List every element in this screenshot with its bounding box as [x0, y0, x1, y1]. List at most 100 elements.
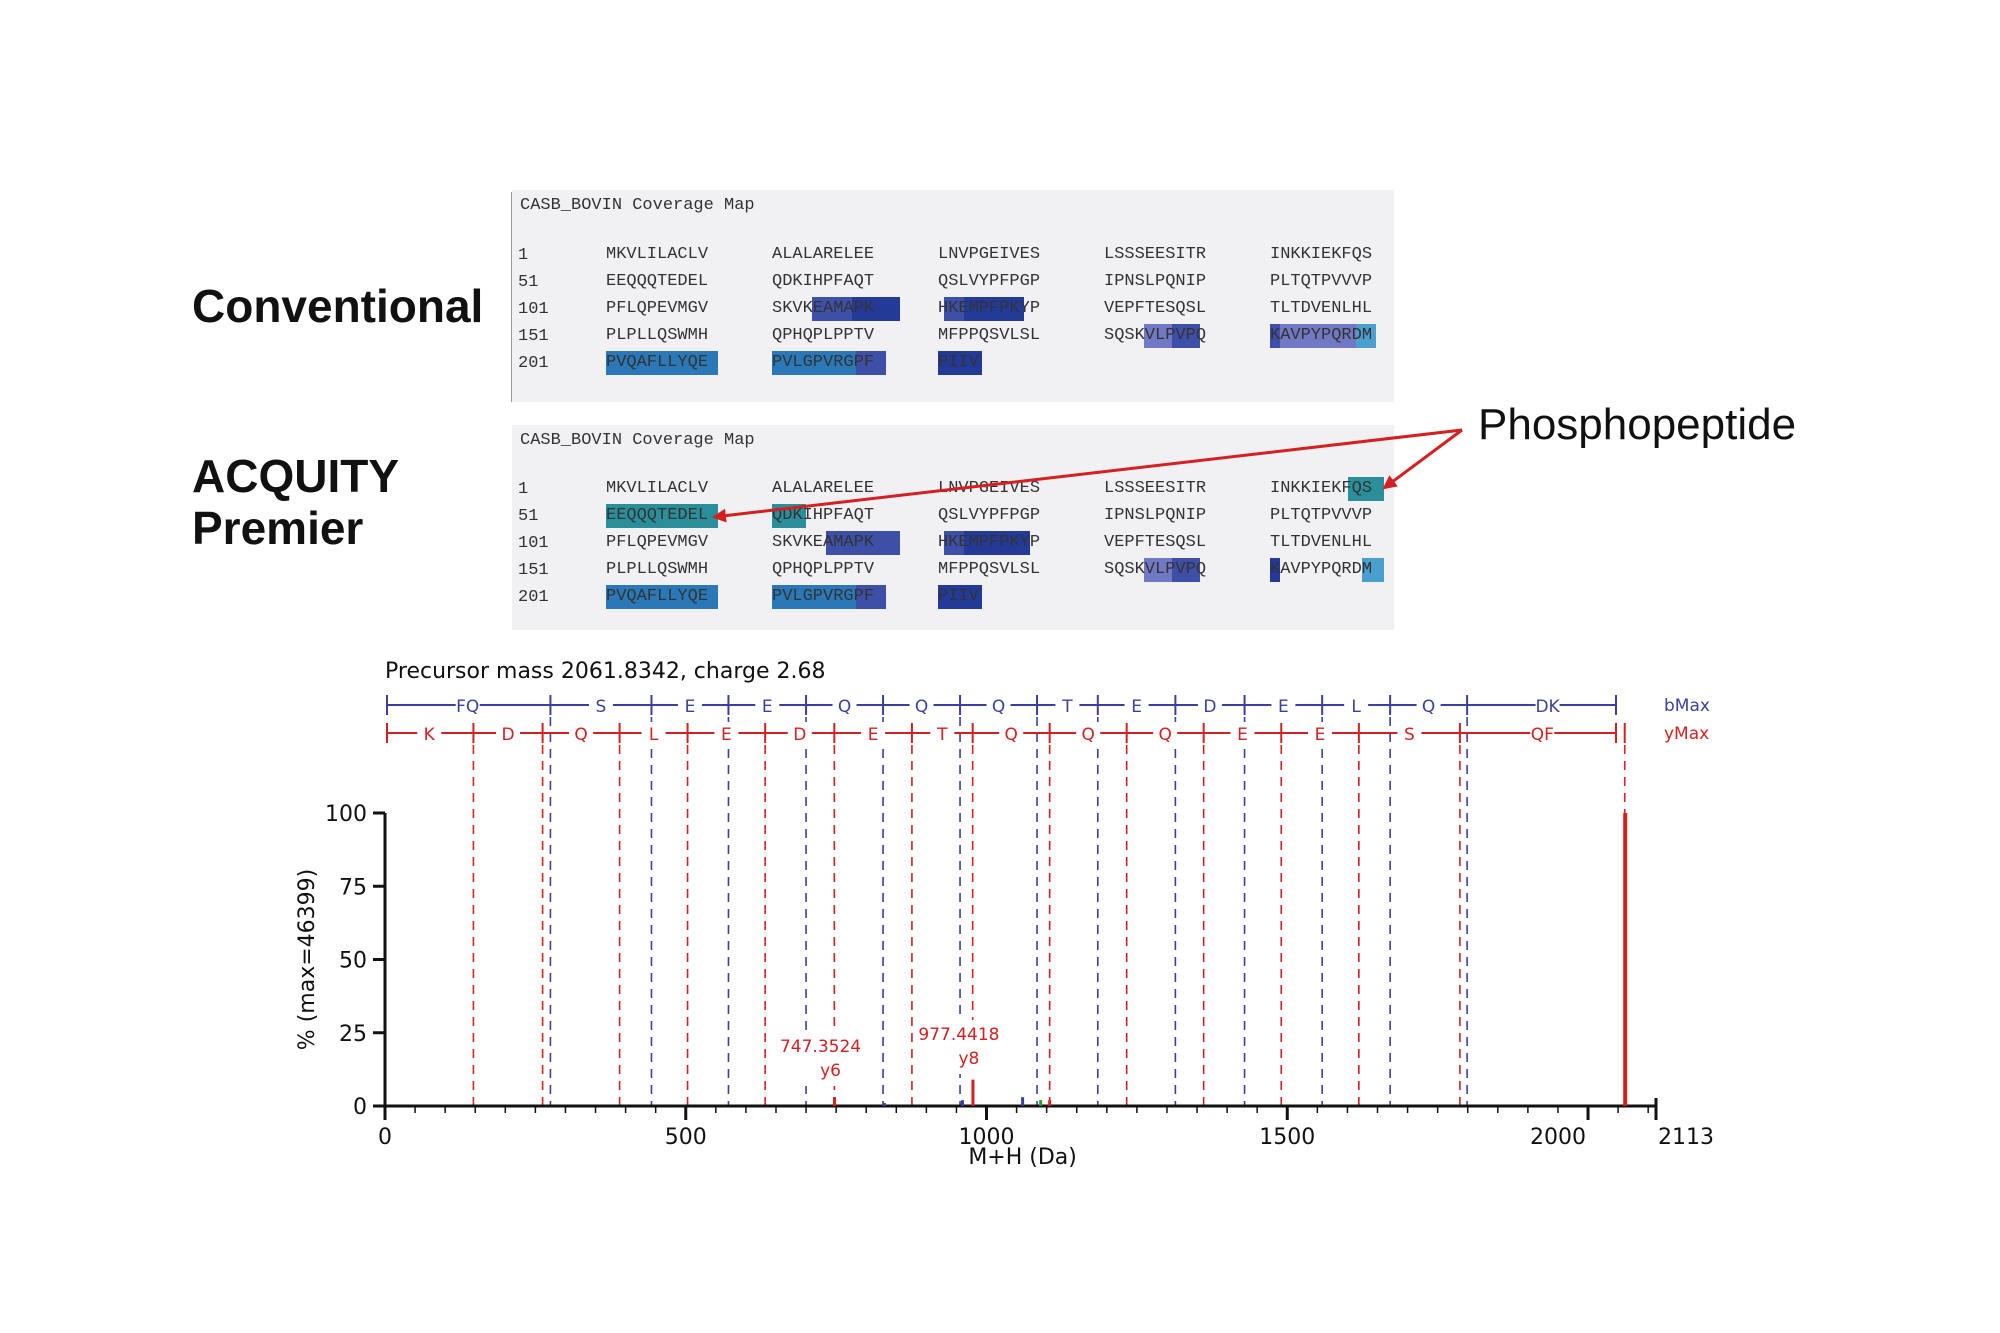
row-number: 51 — [518, 507, 539, 526]
b-ion-residue-bg — [1416, 694, 1441, 716]
b-ion-residue: E — [685, 697, 696, 717]
b-ion-residue-bg — [1124, 694, 1149, 716]
sequence-segment: VEPFTESQSL — [1104, 299, 1207, 318]
b-ion-residue: E — [762, 697, 773, 717]
chart-title: Precursor mass 2061.8342, charge 2.68 — [385, 659, 825, 684]
y-tick-label: 0 — [353, 1095, 367, 1120]
row-number: 151 — [518, 327, 549, 346]
y-tick-label: 50 — [339, 949, 367, 974]
sequence-segment: PLTQTPVVVP — [1270, 272, 1373, 291]
sequence-segment: HKEMPFPKYP — [938, 299, 1041, 318]
b-ion-residue-bg — [755, 694, 780, 716]
x-tick-label: 1000 — [959, 1125, 1015, 1150]
b-ion-residue-bg — [1535, 694, 1560, 716]
row-number: 51 — [518, 273, 539, 292]
sequence-segment: LNVPGEIVES — [938, 245, 1041, 264]
peak-annotation-ion: y8 — [958, 1049, 979, 1069]
annotation-bg — [790, 1032, 881, 1086]
coverage-highlight — [1172, 558, 1200, 582]
sequence-segment: PVLGPVRGPF — [772, 587, 875, 606]
sequence-segment: QDKIHPFAQT — [772, 506, 875, 525]
coverage-map-title: CASB_BOVIN Coverage Map — [520, 196, 755, 215]
b-ion-residue: Q — [1422, 697, 1435, 717]
sequence-segment: INKKIEKFQS — [1270, 245, 1373, 264]
sequence-segment: QDKIHPFAQT — [772, 272, 875, 291]
phospho-highlight — [606, 504, 718, 528]
b-ion-residue-bg — [588, 694, 613, 716]
coverage-map-title: CASB_BOVIN Coverage Map — [520, 431, 755, 450]
sequence-segment: PLPLLQSWMH — [606, 326, 709, 345]
coverage-highlight — [1356, 324, 1376, 348]
annotation-bg — [928, 1020, 1019, 1074]
y-ion-residue-bg — [496, 722, 521, 744]
x-tick-label: 2113 — [1658, 1125, 1714, 1150]
y-ion-residue: E — [868, 725, 879, 745]
y-ion-residue-bg — [641, 722, 666, 744]
phosphopeptide-label: Phosphopeptide — [1478, 400, 1797, 449]
sequence-segment: PVQAFLLYQE — [606, 587, 709, 606]
b-ion-residue: FQ — [456, 697, 479, 717]
sequence-segment: TLTDVENLHL — [1270, 533, 1373, 552]
y-ion-label: yMax — [1664, 724, 1709, 744]
y-ion-residue: Q — [1004, 725, 1017, 745]
sequence-segment: QSLVYPFPGP — [938, 506, 1041, 525]
b-ion-residue-bg — [832, 694, 857, 716]
sequence-segment: ALALARELEE — [772, 245, 875, 264]
row-number: 1 — [518, 480, 529, 499]
b-ion-residue-bg — [1197, 694, 1222, 716]
coverage-highlight — [772, 585, 856, 609]
coverage-highlight — [1172, 324, 1200, 348]
y-ion-residue-bg — [1230, 722, 1255, 744]
x-tick-label: 500 — [665, 1125, 707, 1150]
y-ion-residue-bg — [569, 722, 594, 744]
y-ion-residue: D — [501, 725, 514, 745]
coverage-highlight — [1280, 324, 1356, 348]
sequence-segment: SQSKVLPVPQ — [1104, 326, 1207, 345]
coverage-highlight — [944, 531, 964, 555]
sequence-segment: PLPLLQSWMH — [606, 560, 709, 579]
b-ion-residue: D — [1203, 697, 1216, 717]
y-ion-residue: E — [1315, 725, 1326, 745]
coverage-highlight — [606, 351, 718, 375]
sequence-segment: PLTQTPVVVP — [1270, 506, 1373, 525]
acquity-label-line2: Premier — [192, 502, 364, 554]
y-ion-residue: Q — [574, 725, 587, 745]
y-ion-residue: Q — [1158, 725, 1171, 745]
y-ion-residue-bg — [1530, 722, 1555, 744]
sequence-segment: QPHQPLPPTV — [772, 326, 875, 345]
coverage-highlight — [856, 585, 886, 609]
coverage-highlight — [938, 351, 982, 375]
sequence-segment: IPNSLPQNIP — [1104, 506, 1207, 525]
row-number: 201 — [518, 588, 549, 607]
sequence-segment: SKVKEAMAPK — [772, 299, 875, 318]
sequence-segment: MKVLILACLV — [606, 245, 709, 264]
y-ion-residue-bg — [861, 722, 886, 744]
row-number: 101 — [518, 300, 549, 319]
b-ion-residue: L — [1351, 697, 1361, 717]
coverage-map-conventional: CASB_BOVIN Coverage Map 1 MKVLILACLV ALALA… — [512, 190, 1394, 402]
sequence-segment: ALALARELEE — [772, 479, 875, 498]
y-ion-residue: T — [936, 725, 948, 745]
phospho-arrow — [1382, 428, 1463, 490]
y-ion-residue-bg — [1153, 722, 1178, 744]
sequence-segment: KAVPYPQRDM — [1270, 560, 1373, 579]
sequence-segment: VEPFTESQSL — [1104, 533, 1207, 552]
sequence-segment: SKVKEAMAPK — [772, 533, 875, 552]
sequence-segment: LSSSEESITR — [1104, 479, 1207, 498]
sequence-segment: MFPPQSVLSL — [938, 560, 1041, 579]
y-ion-residue-bg — [714, 722, 739, 744]
sequence-segment: PVLGPVRGPF — [772, 353, 875, 372]
coverage-highlight — [964, 297, 1024, 321]
coverage-map-acquity: CASB_BOVIN Coverage Map 1 MKVLILACLV ALALA… — [512, 425, 1394, 630]
sequence-segment: SQSKVLPVPQ — [1104, 560, 1207, 579]
y-ion-residue: D — [793, 725, 806, 745]
b-ion-residue-bg — [455, 694, 480, 716]
x-tick-label: 1500 — [1259, 1125, 1315, 1150]
sequence-segment: EEQQQTEDEL — [606, 272, 709, 291]
x-tick-label: 2000 — [1530, 1125, 1586, 1150]
row-number: 151 — [518, 561, 549, 580]
y-tick-label: 75 — [339, 875, 367, 900]
y-ion-residue: K — [424, 725, 436, 745]
y-ion-residue-bg — [1076, 722, 1101, 744]
